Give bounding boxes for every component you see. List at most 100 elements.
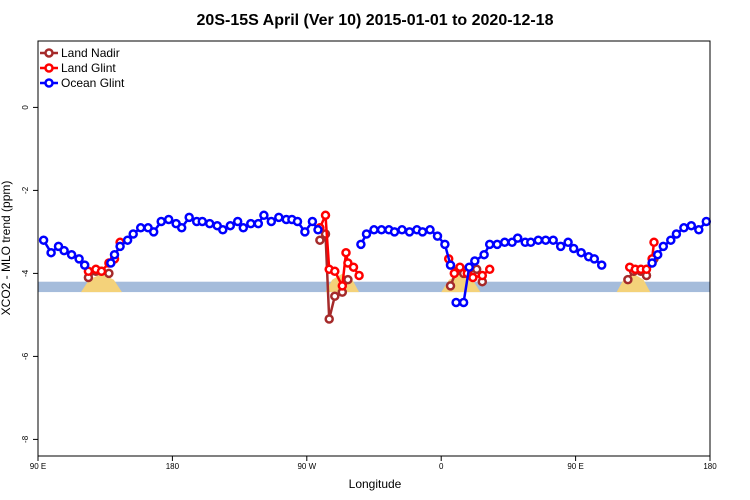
- legend-label: Land Nadir: [61, 46, 120, 60]
- x-tick-label: 180: [703, 462, 717, 471]
- data-point: [526, 237, 536, 248]
- data-point: [671, 229, 682, 239]
- data-point: [148, 227, 159, 237]
- data-point: [59, 245, 69, 256]
- data-point: [499, 237, 510, 248]
- data-point: [238, 223, 249, 233]
- data-point: [266, 216, 277, 227]
- data-point: [46, 247, 56, 258]
- data-point: [555, 241, 566, 252]
- data-point: [458, 297, 469, 308]
- data-point: [106, 258, 116, 268]
- data-point: [320, 210, 331, 221]
- data-point: [425, 225, 435, 235]
- x-tick-label: 0: [439, 462, 444, 471]
- data-point: [218, 225, 228, 235]
- data-point: [432, 231, 443, 241]
- data-point: [128, 229, 138, 239]
- data-point: [38, 235, 49, 245]
- data-point: [666, 235, 676, 245]
- land-band-3: [616, 273, 651, 293]
- data-point: [259, 210, 269, 221]
- data-point: [66, 249, 77, 260]
- data-point: [647, 258, 657, 268]
- x-tick-label: 90 E: [567, 462, 583, 471]
- data-point: [649, 237, 659, 248]
- data-point: [156, 216, 166, 227]
- data-point: [292, 216, 303, 227]
- land-band-0: [80, 273, 122, 293]
- data-point: [694, 225, 704, 235]
- data-point: [356, 239, 366, 250]
- y-tick-label: -6: [21, 352, 30, 360]
- data-point: [563, 237, 573, 248]
- data-point: [540, 235, 551, 245]
- y-axis-label: XCO2 - MLO trend (ppm): [0, 181, 13, 316]
- data-point: [445, 281, 456, 291]
- data-point: [404, 227, 415, 237]
- plot-frame: [37, 40, 711, 457]
- data-point: [274, 212, 284, 223]
- data-point: [468, 272, 478, 283]
- x-axis-label: Longitude: [349, 477, 402, 491]
- data-point: [445, 260, 456, 270]
- x-tick-label: 90 W: [297, 462, 316, 471]
- data-point: [341, 247, 351, 258]
- x-axis: 90 E 180 90 W 0 90 E 180: [30, 456, 717, 471]
- y-tick-label: 0: [21, 105, 30, 110]
- data-point: [74, 254, 84, 264]
- data-point: [451, 297, 461, 308]
- data-point: [686, 220, 697, 231]
- data-point: [568, 243, 579, 254]
- data-point: [484, 264, 495, 275]
- data-point: [484, 239, 495, 250]
- data-point: [324, 314, 334, 324]
- data-point: [589, 254, 600, 264]
- x-tick-label: 90 E: [30, 462, 46, 471]
- data-point: [492, 239, 502, 250]
- data-point: [596, 260, 607, 270]
- data-point: [679, 223, 689, 233]
- data-point: [135, 223, 146, 233]
- legend-label: Land Glint: [61, 61, 116, 75]
- data-point: [477, 270, 488, 281]
- data-point: [330, 291, 340, 301]
- data-point: [300, 227, 310, 237]
- data-point: [361, 229, 372, 239]
- data-point: [163, 214, 174, 225]
- data-point: [176, 223, 187, 233]
- data-point: [197, 216, 208, 227]
- data-point: [623, 274, 633, 285]
- data-point: [533, 235, 544, 245]
- data-point: [512, 233, 523, 243]
- data-point: [658, 241, 669, 252]
- data-point: [246, 218, 256, 229]
- data-point: [455, 262, 465, 272]
- data-point: [337, 281, 348, 291]
- data-point: [389, 227, 400, 237]
- chart-title: 20S-15S April (Ver 10) 2015-01-01 to 202…: [197, 12, 554, 29]
- y-axis: 0 -2 -4 -6 -8: [21, 105, 38, 443]
- band-layer: [38, 273, 710, 293]
- data-point: [104, 268, 114, 279]
- data-point: [449, 268, 460, 279]
- legend-marker: [44, 48, 54, 58]
- x-tick-label: 180: [166, 462, 180, 471]
- data-point: [479, 249, 489, 260]
- data-point: [641, 264, 652, 275]
- data-point: [343, 274, 353, 285]
- y-tick-label: -4: [21, 269, 30, 277]
- legend-marker: [44, 63, 54, 73]
- data-point: [96, 266, 107, 277]
- data-point: [79, 260, 90, 270]
- series-layer: [38, 210, 712, 324]
- legend-label: Ocean Glint: [61, 76, 125, 90]
- data-point: [315, 235, 325, 245]
- data-point: [307, 216, 318, 227]
- data-point: [397, 225, 407, 235]
- data-point: [440, 239, 450, 250]
- data-point: [548, 235, 558, 245]
- legend-marker: [44, 78, 54, 88]
- data-point: [109, 249, 120, 260]
